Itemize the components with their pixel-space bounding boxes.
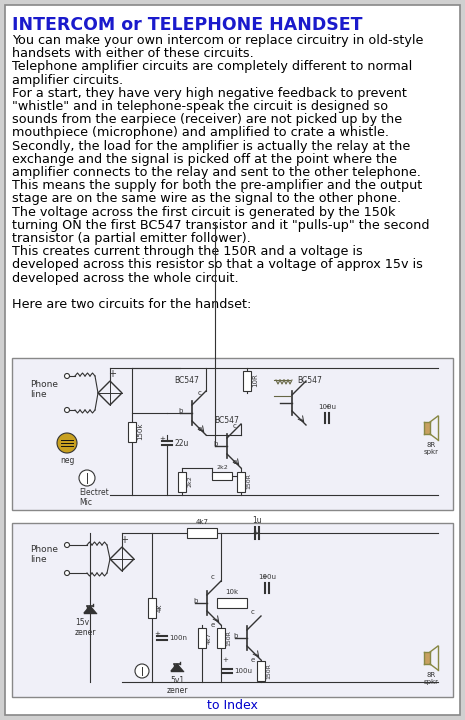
Text: This means the supply for both the pre-amplifier and the output: This means the supply for both the pre-a… bbox=[12, 179, 422, 192]
Text: 100u: 100u bbox=[318, 404, 336, 410]
Text: 150R: 150R bbox=[246, 474, 251, 490]
Text: amplifier connects to the relay and sent to the other telephone.: amplifier connects to the relay and sent… bbox=[12, 166, 421, 179]
Bar bbox=[217, 598, 247, 608]
Text: +: + bbox=[159, 436, 165, 442]
Text: This creates current through the 150R and a voltage is: This creates current through the 150R an… bbox=[12, 246, 363, 258]
Text: +: + bbox=[252, 530, 258, 536]
Bar bbox=[12, 523, 453, 697]
Text: e: e bbox=[251, 657, 255, 663]
Text: sounds from the earpiece (receiver) are not picked up by the: sounds from the earpiece (receiver) are … bbox=[12, 113, 402, 126]
Bar bbox=[128, 421, 136, 441]
Bar bbox=[217, 628, 225, 648]
Bar bbox=[198, 628, 206, 648]
Text: BC547: BC547 bbox=[214, 416, 239, 425]
Polygon shape bbox=[171, 664, 183, 671]
Text: mouthpiece (microphone) and amplified to crate a whistle.: mouthpiece (microphone) and amplified to… bbox=[12, 127, 389, 140]
Text: You can make your own intercom or replace circuitry in old-style: You can make your own intercom or replac… bbox=[12, 34, 423, 47]
Text: b: b bbox=[213, 441, 217, 447]
Text: 2k2: 2k2 bbox=[216, 465, 228, 470]
Text: Phone
line: Phone line bbox=[30, 545, 58, 564]
Circle shape bbox=[65, 374, 69, 379]
Text: 15v
zener: 15v zener bbox=[75, 618, 97, 637]
Text: 2k2: 2k2 bbox=[187, 476, 192, 487]
Text: 8R
spkr: 8R spkr bbox=[424, 442, 438, 455]
Text: neg: neg bbox=[60, 456, 74, 465]
Text: Electret
Mic: Electret Mic bbox=[79, 488, 109, 508]
Text: e: e bbox=[198, 426, 202, 432]
Text: c: c bbox=[251, 609, 255, 615]
Text: 4k7: 4k7 bbox=[195, 519, 208, 525]
Text: "whistle" and in telephone-speak the circuit is designed so: "whistle" and in telephone-speak the cir… bbox=[12, 100, 388, 113]
Bar bbox=[243, 371, 251, 390]
Text: 22u: 22u bbox=[174, 438, 188, 448]
Circle shape bbox=[65, 408, 69, 413]
Text: stage are on the same wire as the signal to the other phone.: stage are on the same wire as the signal… bbox=[12, 192, 401, 205]
Text: For a start, they have very high negative feedback to prevent: For a start, they have very high negativ… bbox=[12, 87, 407, 100]
Text: 10R: 10R bbox=[252, 374, 258, 387]
Bar bbox=[148, 598, 156, 618]
Text: 100u: 100u bbox=[258, 574, 276, 580]
Bar bbox=[257, 661, 265, 681]
Text: 4k: 4k bbox=[157, 603, 163, 612]
Circle shape bbox=[57, 433, 77, 453]
Text: 150R: 150R bbox=[266, 663, 271, 679]
Text: Here are two circuits for the handset:: Here are two circuits for the handset: bbox=[12, 298, 252, 311]
Text: c: c bbox=[233, 423, 237, 429]
Text: developed across the whole circuit.: developed across the whole circuit. bbox=[12, 271, 239, 284]
Text: 150k: 150k bbox=[137, 423, 143, 440]
Text: 100u: 100u bbox=[234, 668, 252, 674]
Text: to Index: to Index bbox=[206, 699, 258, 712]
Text: +: + bbox=[261, 574, 267, 580]
Text: b: b bbox=[193, 598, 197, 604]
Text: handsets with either of these circuits.: handsets with either of these circuits. bbox=[12, 48, 254, 60]
Text: e: e bbox=[211, 622, 215, 628]
Text: exchange and the signal is picked off at the point where the: exchange and the signal is picked off at… bbox=[12, 153, 397, 166]
Text: 4k7: 4k7 bbox=[207, 632, 212, 644]
Text: 8R
spkr: 8R spkr bbox=[424, 672, 438, 685]
Text: +: + bbox=[222, 657, 228, 663]
Text: developed across this resistor so that a voltage of approx 15v is: developed across this resistor so that a… bbox=[12, 258, 423, 271]
Text: 100n: 100n bbox=[169, 635, 187, 641]
Text: Phone
line: Phone line bbox=[30, 380, 58, 400]
Bar bbox=[187, 528, 217, 538]
Text: 150R: 150R bbox=[226, 630, 231, 646]
Text: INTERCOM or TELEPHONE HANDSET: INTERCOM or TELEPHONE HANDSET bbox=[12, 16, 363, 34]
Text: b: b bbox=[233, 633, 237, 639]
Text: The voltage across the first circuit is generated by the 150k: The voltage across the first circuit is … bbox=[12, 206, 395, 219]
Circle shape bbox=[135, 664, 149, 678]
Text: Telephone amplifier circuits are completely different to normal: Telephone amplifier circuits are complet… bbox=[12, 60, 412, 73]
Text: +: + bbox=[120, 535, 128, 545]
Text: +: + bbox=[108, 369, 116, 379]
Circle shape bbox=[79, 470, 95, 486]
Text: Secondly, the load for the amplifier is actually the relay at the: Secondly, the load for the amplifier is … bbox=[12, 140, 410, 153]
Bar bbox=[212, 472, 232, 480]
Text: b: b bbox=[178, 408, 182, 414]
Bar bbox=[424, 422, 430, 434]
Text: +: + bbox=[324, 404, 330, 410]
Bar bbox=[424, 652, 430, 664]
Bar bbox=[178, 472, 186, 492]
Text: 10k: 10k bbox=[226, 589, 239, 595]
Circle shape bbox=[65, 570, 69, 575]
Text: transistor (a partial emitter follower).: transistor (a partial emitter follower). bbox=[12, 232, 251, 245]
Text: turning ON the first BC547 transistor and it "pulls-up" the second: turning ON the first BC547 transistor an… bbox=[12, 219, 430, 232]
Text: +: + bbox=[154, 631, 160, 637]
Bar bbox=[12, 358, 453, 510]
Text: 5v1
zener: 5v1 zener bbox=[166, 676, 188, 696]
Text: e: e bbox=[233, 459, 237, 465]
Bar bbox=[237, 472, 245, 492]
Text: BC547: BC547 bbox=[297, 376, 322, 385]
Circle shape bbox=[65, 542, 69, 547]
Polygon shape bbox=[84, 606, 96, 613]
Text: c: c bbox=[198, 390, 202, 396]
Text: BC547: BC547 bbox=[174, 376, 199, 385]
Text: c: c bbox=[211, 574, 215, 580]
Text: amplifier circuits.: amplifier circuits. bbox=[12, 73, 123, 86]
Text: 1u: 1u bbox=[252, 516, 262, 525]
